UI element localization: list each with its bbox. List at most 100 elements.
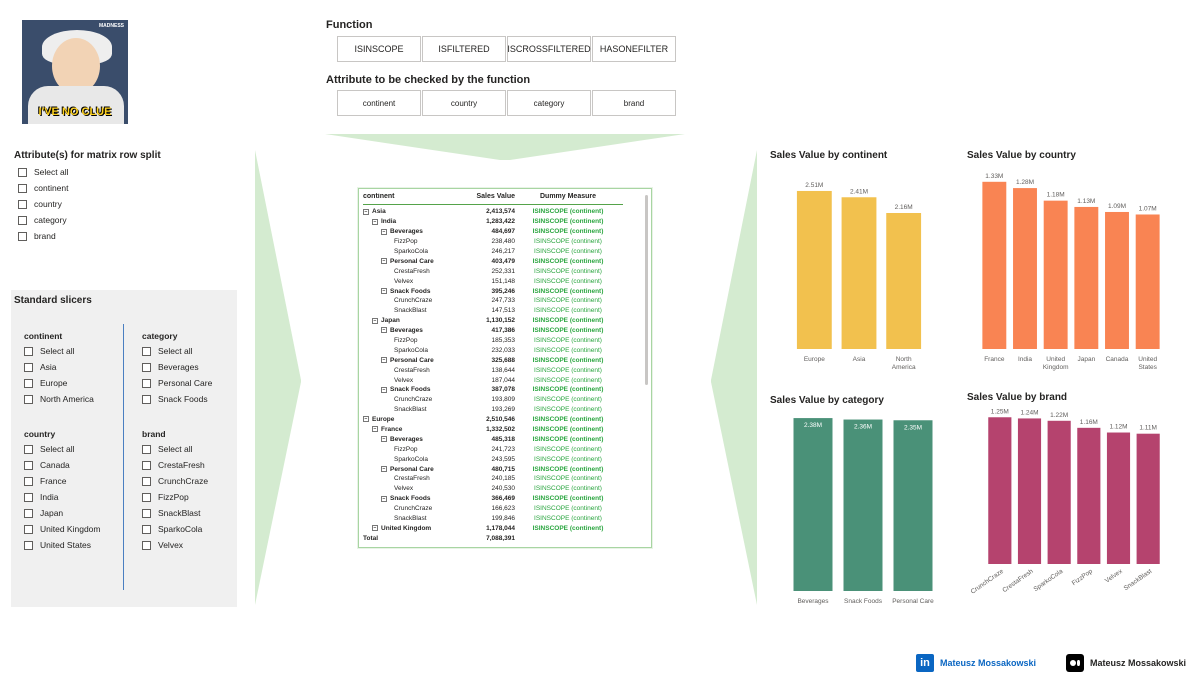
- slicer-brand-option[interactable]: FizzPop: [142, 489, 208, 505]
- matrix-row[interactable]: SnackBlast 199,846 ISINSCOPE (continent): [363, 514, 651, 524]
- function-button-hasonefilter[interactable]: HASONEFILTER: [592, 36, 676, 62]
- collapse-icon[interactable]: −: [381, 436, 387, 443]
- slicer-country-option[interactable]: India: [24, 489, 100, 505]
- medium-link[interactable]: Mateusz Mossakowski: [1066, 654, 1186, 672]
- slicer-category-option[interactable]: Select all: [142, 343, 212, 359]
- matrix-row[interactable]: Velvex 240,530 ISINSCOPE (continent): [363, 484, 651, 494]
- matrix-row[interactable]: − Beverages 484,697 ISINSCOPE (continent): [363, 227, 651, 237]
- matrix-row[interactable]: CrestaFresh 252,331 ISINSCOPE (continent): [363, 266, 651, 276]
- matrix-header-dummy-measure[interactable]: Dummy Measure: [539, 193, 597, 200]
- matrix-row[interactable]: − Personal Care 325,688 ISINSCOPE (continen…: [363, 355, 651, 365]
- collapse-icon[interactable]: −: [381, 465, 387, 472]
- slicer-brand-option[interactable]: SnackBlast: [142, 505, 208, 521]
- matrix-row[interactable]: SnackBlast 193,269 ISINSCOPE (continent): [363, 405, 651, 415]
- slicer-country-option[interactable]: France: [24, 473, 100, 489]
- checkbox[interactable]: [142, 476, 151, 486]
- matrix-row[interactable]: − United Kingdom 1,178,044 ISINSCOPE (conti…: [363, 524, 651, 534]
- bar-europe[interactable]: [796, 190, 832, 349]
- checkbox[interactable]: [142, 492, 151, 502]
- checkbox[interactable]: [142, 362, 151, 372]
- bar-canada[interactable]: [1105, 211, 1129, 349]
- bar-asia[interactable]: [841, 197, 877, 349]
- bar-personal-care[interactable]: [893, 420, 933, 591]
- matrix-row[interactable]: − Snack Foods 387,078 ISINSCOPE (continent): [363, 385, 651, 395]
- checkbox[interactable]: [142, 540, 151, 550]
- slicer-continent-option[interactable]: Select all: [24, 343, 94, 359]
- matrix-row[interactable]: − Beverages 417,386 ISINSCOPE (continent): [363, 326, 651, 336]
- collapse-icon[interactable]: −: [381, 287, 387, 294]
- checkbox[interactable]: [18, 183, 27, 193]
- checkbox[interactable]: [142, 394, 151, 404]
- matrix-row[interactable]: Velvex 151,148 ISINSCOPE (continent): [363, 276, 651, 286]
- function-button-iscrossfiltered[interactable]: ISCROSSFILTERED: [507, 36, 591, 62]
- bar-india[interactable]: [1013, 188, 1037, 349]
- matrix-header-continent[interactable]: continent: [363, 193, 395, 200]
- collapse-icon[interactable]: −: [381, 386, 387, 393]
- matrix-row[interactable]: CrunchCraze 193,809 ISINSCOPE (continent): [363, 395, 651, 405]
- slicer-country-option[interactable]: Canada: [24, 457, 100, 473]
- slicer-country-option[interactable]: United States: [24, 537, 100, 553]
- bar-snackblast[interactable]: [1136, 433, 1160, 564]
- bar-beverages[interactable]: [793, 418, 833, 591]
- checkbox[interactable]: [24, 540, 33, 550]
- matrix-row[interactable]: − Japan 1,130,152 ISINSCOPE (continent): [363, 316, 651, 326]
- checkbox[interactable]: [24, 346, 33, 356]
- matrix-row[interactable]: CrunchCraze 166,623 ISINSCOPE (continent): [363, 504, 651, 514]
- matrix-row[interactable]: SparkoCola 246,217 ISINSCOPE (continent): [363, 247, 651, 257]
- attribute-button-country[interactable]: country: [422, 90, 506, 116]
- matrix-scrollbar[interactable]: [645, 195, 648, 385]
- matrix-row[interactable]: CrestaFresh 138,644 ISINSCOPE (continent): [363, 365, 651, 375]
- matrix-row[interactable]: − Snack Foods 395,246 ISINSCOPE (continent): [363, 286, 651, 296]
- slicer-country-option[interactable]: Japan: [24, 505, 100, 521]
- slicer-continent-option[interactable]: North America: [24, 391, 94, 407]
- slicer-category-option[interactable]: Personal Care: [142, 375, 212, 391]
- function-button-isfiltered[interactable]: ISFILTERED: [422, 36, 506, 62]
- checkbox[interactable]: [142, 346, 151, 356]
- slicer-country-option[interactable]: Select all: [24, 441, 100, 457]
- matrix-row[interactable]: FizzPop 238,480 ISINSCOPE (continent): [363, 237, 651, 247]
- checkbox[interactable]: [24, 492, 33, 502]
- attribute-button-brand[interactable]: brand: [592, 90, 676, 116]
- slicer-continent-option[interactable]: Asia: [24, 359, 94, 375]
- attribute-button-category[interactable]: category: [507, 90, 591, 116]
- checkbox[interactable]: [24, 444, 33, 454]
- collapse-icon[interactable]: −: [381, 258, 387, 265]
- matrix-row[interactable]: − Personal Care 480,715 ISINSCOPE (continen…: [363, 464, 651, 474]
- bar-crunchcraze[interactable]: [988, 417, 1012, 564]
- slicer-brand-option[interactable]: Select all: [142, 441, 208, 457]
- bar-north-america[interactable]: [886, 213, 922, 349]
- slicer-country-option[interactable]: United Kingdom: [24, 521, 100, 537]
- slicer-category-option[interactable]: Beverages: [142, 359, 212, 375]
- collapse-icon[interactable]: −: [372, 426, 378, 433]
- matrix-row[interactable]: − Personal Care 403,479 ISINSCOPE (continen…: [363, 256, 651, 266]
- matrix-row[interactable]: Velvex 187,044 ISINSCOPE (continent): [363, 375, 651, 385]
- collapse-icon[interactable]: −: [363, 416, 369, 423]
- checkbox[interactable]: [24, 476, 33, 486]
- matrix-row[interactable]: SparkoCola 243,595 ISINSCOPE (continent): [363, 454, 651, 464]
- checkbox[interactable]: [18, 167, 27, 177]
- slicer-brand-option[interactable]: SparkoCola: [142, 521, 208, 537]
- matrix-total-row[interactable]: Total 7,088,391: [363, 533, 651, 543]
- row-split-option-country[interactable]: country: [18, 196, 69, 212]
- matrix-row[interactable]: CrunchCraze 247,733 ISINSCOPE (continent): [363, 296, 651, 306]
- collapse-icon[interactable]: −: [381, 495, 387, 502]
- matrix-row[interactable]: − India 1,283,422 ISINSCOPE (continent): [363, 217, 651, 227]
- checkbox[interactable]: [24, 508, 33, 518]
- slicer-brand-option[interactable]: CrestaFresh: [142, 457, 208, 473]
- matrix-row[interactable]: CrestaFresh 240,185 ISINSCOPE (continent): [363, 474, 651, 484]
- bar-france[interactable]: [982, 181, 1007, 349]
- slicer-brand-option[interactable]: CrunchCraze: [142, 473, 208, 489]
- collapse-icon[interactable]: −: [372, 525, 378, 532]
- matrix-row[interactable]: − Europe 2,510,546 ISINSCOPE (continent): [363, 415, 651, 425]
- collapse-icon[interactable]: −: [372, 317, 378, 324]
- matrix-row[interactable]: FizzPop 241,723 ISINSCOPE (continent): [363, 444, 651, 454]
- checkbox[interactable]: [18, 231, 27, 241]
- collapse-icon[interactable]: −: [372, 218, 378, 225]
- matrix-row[interactable]: − Snack Foods 366,469 ISINSCOPE (continent): [363, 494, 651, 504]
- matrix-header-sales-value[interactable]: Sales Value: [476, 193, 515, 200]
- matrix-row[interactable]: − France 1,332,502 ISINSCOPE (continent): [363, 425, 651, 435]
- checkbox[interactable]: [142, 378, 151, 388]
- matrix-row[interactable]: SparkoCola 232,033 ISINSCOPE (continent): [363, 345, 651, 355]
- bar-japan[interactable]: [1074, 206, 1099, 349]
- checkbox[interactable]: [24, 524, 33, 534]
